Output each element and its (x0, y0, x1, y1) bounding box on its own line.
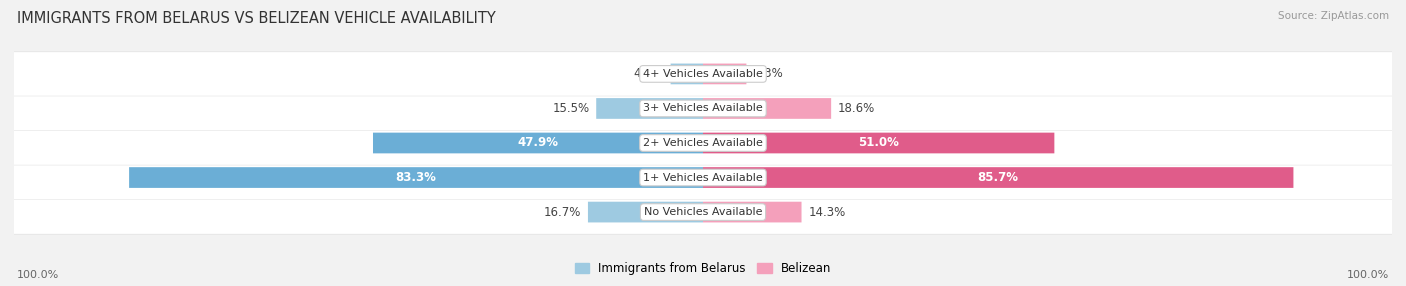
Text: 14.3%: 14.3% (808, 206, 845, 219)
FancyBboxPatch shape (129, 167, 703, 188)
Text: 3+ Vehicles Available: 3+ Vehicles Available (643, 104, 763, 114)
FancyBboxPatch shape (8, 155, 1398, 200)
Text: 47.9%: 47.9% (517, 136, 558, 150)
Text: 4+ Vehicles Available: 4+ Vehicles Available (643, 69, 763, 79)
FancyBboxPatch shape (703, 133, 1054, 153)
Text: No Vehicles Available: No Vehicles Available (644, 207, 762, 217)
FancyBboxPatch shape (588, 202, 703, 223)
FancyBboxPatch shape (703, 63, 747, 84)
Legend: Immigrants from Belarus, Belizean: Immigrants from Belarus, Belizean (569, 257, 837, 280)
Text: 1+ Vehicles Available: 1+ Vehicles Available (643, 172, 763, 182)
FancyBboxPatch shape (8, 190, 1398, 235)
Text: 85.7%: 85.7% (977, 171, 1019, 184)
FancyBboxPatch shape (8, 86, 1398, 131)
FancyBboxPatch shape (8, 86, 1398, 131)
FancyBboxPatch shape (8, 51, 1398, 96)
Text: IMMIGRANTS FROM BELARUS VS BELIZEAN VEHICLE AVAILABILITY: IMMIGRANTS FROM BELARUS VS BELIZEAN VEHI… (17, 11, 496, 26)
FancyBboxPatch shape (8, 52, 1398, 96)
FancyBboxPatch shape (8, 121, 1398, 165)
FancyBboxPatch shape (8, 190, 1398, 234)
FancyBboxPatch shape (8, 155, 1398, 200)
Text: 100.0%: 100.0% (1347, 270, 1389, 280)
FancyBboxPatch shape (703, 202, 801, 223)
FancyBboxPatch shape (8, 121, 1398, 165)
Text: 51.0%: 51.0% (858, 136, 898, 150)
Text: 83.3%: 83.3% (395, 171, 436, 184)
FancyBboxPatch shape (596, 98, 703, 119)
Text: Source: ZipAtlas.com: Source: ZipAtlas.com (1278, 11, 1389, 21)
FancyBboxPatch shape (703, 98, 831, 119)
Text: 2+ Vehicles Available: 2+ Vehicles Available (643, 138, 763, 148)
Text: 4.7%: 4.7% (634, 67, 664, 80)
Text: 18.6%: 18.6% (838, 102, 876, 115)
FancyBboxPatch shape (703, 167, 1294, 188)
Text: 15.5%: 15.5% (553, 102, 589, 115)
Text: 100.0%: 100.0% (17, 270, 59, 280)
Text: 16.7%: 16.7% (544, 206, 581, 219)
FancyBboxPatch shape (373, 133, 703, 153)
Text: 6.3%: 6.3% (754, 67, 783, 80)
FancyBboxPatch shape (671, 63, 703, 84)
